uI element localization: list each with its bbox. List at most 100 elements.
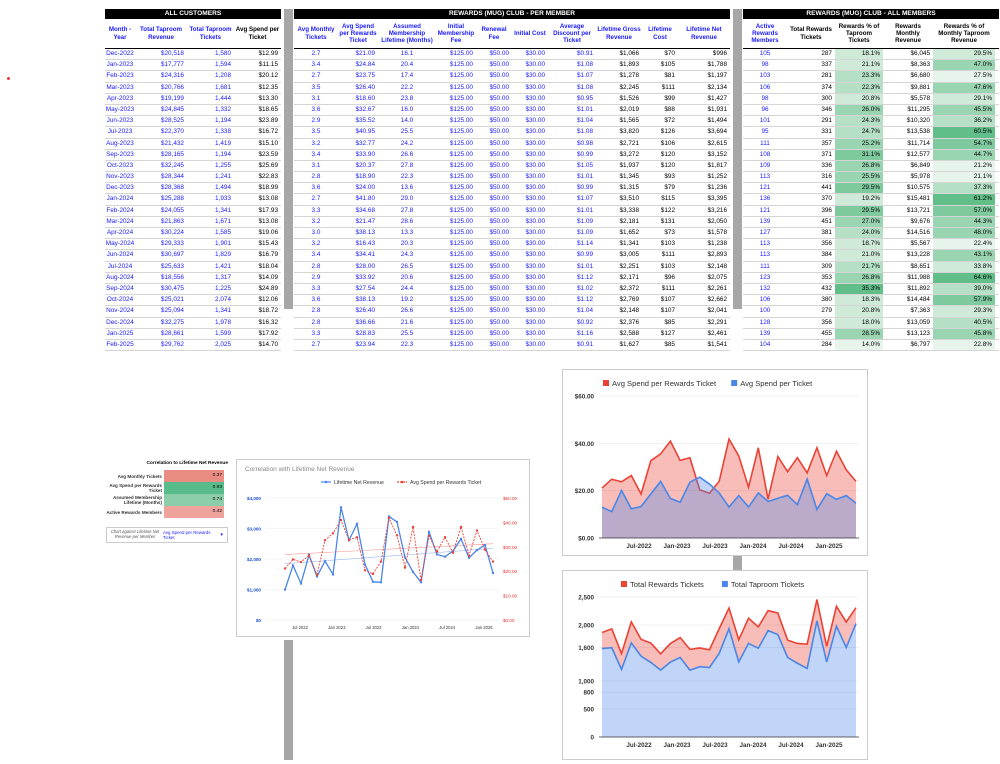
table-cell: $50.00 <box>489 72 509 80</box>
per-member-rows: 2.7 $21.09 16.1 $125.00 $50.00 $30.00 $0.91 $1,… <box>294 49 730 352</box>
x-tick-label: Jan 2023 <box>328 625 346 630</box>
table-cell: 26.8% <box>835 160 883 172</box>
table-cell: $107 <box>660 296 675 304</box>
table-cell: $103 <box>660 240 675 248</box>
table-cell: $40.95 <box>355 128 375 136</box>
table-cell: $30.00 <box>525 262 545 270</box>
table-cell: 371 <box>821 150 832 158</box>
data-point <box>411 570 415 574</box>
col-avg-discount: Average Discount per Ticket <box>553 22 591 45</box>
table-cell: $3,152 <box>707 150 727 158</box>
data-point <box>307 554 311 557</box>
legend-swatch <box>731 380 738 386</box>
legend-label: Lifetime Net Revenue <box>334 480 384 486</box>
table-cell: $50.00 <box>489 128 509 136</box>
table-cell: $30.00 <box>525 184 545 192</box>
table-cell: $2,245 <box>619 83 639 91</box>
table-cell: $50.00 <box>489 61 509 69</box>
correlation-row: Avg Monthly Tickets 0.37 <box>106 470 230 482</box>
table-cell: 3.5 <box>311 128 321 136</box>
table-cell: 26.0% <box>835 104 883 116</box>
table-cell: 3.1 <box>311 161 321 169</box>
data-point <box>419 578 423 582</box>
table-cell: $73 <box>664 229 675 236</box>
chart-selector-dropdown[interactable]: Avg Spend per Rewards Ticket ▾ <box>163 530 225 540</box>
column-gutter-left-lower <box>284 640 293 760</box>
table-cell: $30.00 <box>525 72 545 80</box>
x-tick-label: Jan-2025 <box>816 742 843 749</box>
table-cell: 29.5% <box>933 49 995 60</box>
table-row: 3.4 $24.84 20.4 $125.00 $50.00 $30.00 $1.08 $1,… <box>294 60 730 72</box>
table-cell: 1,901 <box>215 240 231 248</box>
table-cell: 3.2 <box>311 139 321 147</box>
table-cell: $50.00 <box>489 273 509 281</box>
table-cell: 3.6 <box>311 296 321 304</box>
table-cell: 57.9% <box>933 295 995 306</box>
table-cell: $8,651 <box>910 262 930 270</box>
table-cell: $125.00 <box>449 307 473 315</box>
table-cell: Feb-2024 <box>106 206 134 214</box>
table-row: 3.3 $27.54 24.4 $125.00 $50.00 $30.00 $1.02 $2,… <box>294 284 730 296</box>
y-tick-label: 1,000 <box>578 679 594 686</box>
x-tick-label: Jul-2022 <box>626 742 652 749</box>
table-cell: $20,766 <box>160 83 184 91</box>
table-cell: 47.6% <box>933 82 995 93</box>
col-initial-cost: Initial Cost <box>514 29 546 37</box>
table-cell: $30.00 <box>525 50 545 57</box>
legend-marker-lifetime-net <box>324 480 328 484</box>
table-cell: 346 <box>821 105 832 113</box>
table-cell: 139 <box>759 329 771 337</box>
table-cell: May-2024 <box>105 240 135 248</box>
table-cell: 98 <box>761 61 769 69</box>
table-row: 95 331 24.7% $13,538 60.5% <box>743 127 999 139</box>
legend-label: Total Rewards Tickets <box>630 580 704 589</box>
table-row: 98 337 21.1% $8,363 47.0% <box>743 60 999 72</box>
table-cell: 22.3 <box>400 340 414 348</box>
table-cell: $18.60 <box>355 94 375 102</box>
table-cell: $50.00 <box>489 94 509 102</box>
table-cell: 44.7% <box>933 149 995 160</box>
table-cell: 20.3 <box>400 240 414 248</box>
table-cell: $50.00 <box>489 340 509 348</box>
table-cell: 1,255 <box>215 161 231 169</box>
table-cell: $18.65 <box>258 105 278 113</box>
table-cell: 35.3% <box>835 283 883 295</box>
table-cell: $6,045 <box>910 50 930 57</box>
table-row: 103 281 23.3% $6,680 27.5% <box>743 71 999 83</box>
table-cell: $125.00 <box>449 240 473 248</box>
table-cell: $1,578 <box>707 229 727 236</box>
table-cell: $125.00 <box>449 105 473 113</box>
tickets-chart-svg: Total Rewards Tickets Total Taproom Ticke… <box>578 580 859 749</box>
table-cell: $1,652 <box>619 229 639 236</box>
table-cell: 128 <box>759 318 771 326</box>
table-cell: 113 <box>759 251 771 259</box>
table-cell: 132 <box>759 284 771 292</box>
x-tick-label: Jul-2022 <box>626 543 652 550</box>
table-cell: $1.08 <box>577 128 593 136</box>
table-cell: $1,278 <box>619 72 639 80</box>
y-tick-label: 2,000 <box>578 623 594 630</box>
table-cell: $1.09 <box>577 229 593 236</box>
table-cell: 28.5% <box>835 328 883 339</box>
chart-selector: Chart against Lifetime Net Revenue per M… <box>106 527 228 543</box>
table-cell: 1,421 <box>215 262 231 270</box>
table-cell: $12.35 <box>258 83 278 91</box>
y-tick-label: 1,600 <box>578 645 594 652</box>
table-cell: $25,021 <box>160 296 184 304</box>
col-avg-spend-rewards: Avg Spend per Rewards Ticket <box>339 22 377 45</box>
table-row: Jan-2025 $28,661 1,599 $17.92 <box>105 329 281 340</box>
x-tick-label: Jul 2022 <box>292 625 309 630</box>
table-cell: Oct-2023 <box>106 161 134 169</box>
table-row: 3.5 $26.40 22.2 $125.00 $50.00 $30.00 $1.08 $2,… <box>294 83 730 94</box>
table-cell: $14.70 <box>258 340 278 348</box>
table-cell: $2,291 <box>707 318 727 326</box>
table-cell: $1,526 <box>619 94 639 102</box>
table-cell: $24,055 <box>160 206 184 214</box>
table-cell: $125.00 <box>449 273 473 281</box>
table-cell: $106 <box>660 139 675 147</box>
table-cell: 284 <box>821 340 832 348</box>
y-tick-label: 2,500 <box>578 595 594 602</box>
table-cell: 1,580 <box>215 50 231 57</box>
table-row: 108 371 31.1% $12,577 44.7% <box>743 149 999 161</box>
table-cell: Nov-2024 <box>106 307 134 315</box>
